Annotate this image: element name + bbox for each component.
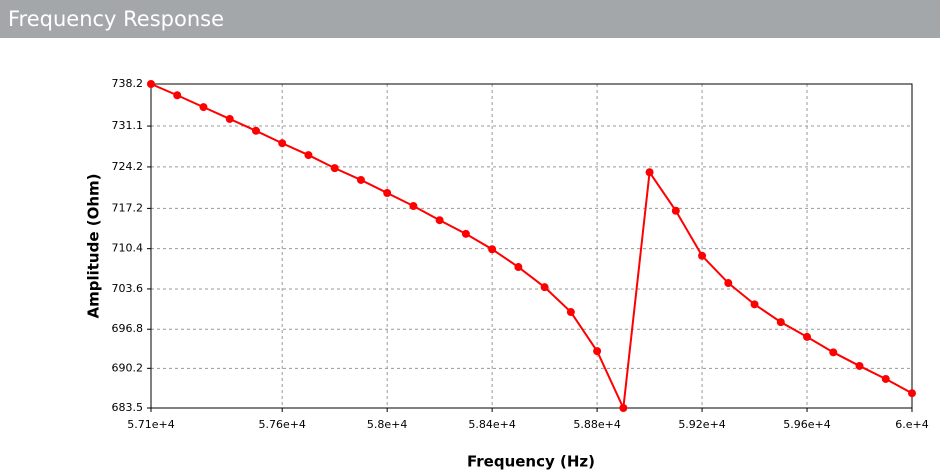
data-point (461, 229, 470, 238)
data-point (251, 126, 260, 135)
data-point (908, 389, 916, 398)
data-point (488, 245, 497, 254)
y-tick-label: 690.2 (112, 361, 144, 374)
data-point (173, 91, 182, 100)
data-point (383, 188, 392, 197)
data-point (199, 103, 208, 112)
data-point (566, 308, 575, 317)
series-line (150, 83, 913, 412)
data-point (593, 347, 602, 356)
x-tick-label: 5.76e+4 (258, 418, 305, 431)
data-point (409, 202, 418, 211)
data-point (619, 404, 628, 412)
data-point (304, 151, 313, 160)
plot-border (150, 83, 913, 409)
y-tick-label: 710.4 (112, 242, 144, 255)
data-point (540, 283, 549, 292)
data-point (514, 263, 523, 272)
y-tick-label: 717.2 (112, 201, 144, 214)
data-point (881, 374, 890, 383)
x-tick-label: 5.71e+4 (127, 418, 174, 431)
data-point (356, 175, 365, 184)
y-tick-label: 738.2 (112, 77, 144, 90)
panel-header: Frequency Response (0, 0, 940, 38)
data-point (147, 80, 155, 88)
plot-area (150, 83, 913, 409)
x-tick-label: 5.96e+4 (783, 418, 830, 431)
data-point (225, 114, 234, 123)
data-point (330, 164, 339, 173)
y-tick-label: 696.8 (112, 322, 144, 335)
data-point (698, 251, 707, 260)
y-tick-label: 703.6 (112, 282, 144, 295)
x-tick-label: 5.8e+4 (367, 418, 407, 431)
data-point (435, 216, 444, 225)
y-tick-label: 731.1 (112, 119, 144, 132)
data-point (803, 332, 812, 341)
y-tick-label: 683.5 (112, 401, 144, 414)
data-point (278, 139, 287, 148)
x-axis-title: Frequency (Hz) (467, 453, 595, 471)
x-tick-label: 5.92e+4 (678, 418, 725, 431)
x-tick-label: 5.88e+4 (573, 418, 620, 431)
x-tick-label: 5.84e+4 (468, 418, 515, 431)
data-point (829, 348, 838, 357)
x-tick-label: 6.e+4 (895, 418, 928, 431)
data-point (671, 206, 680, 215)
y-axis-title: Amplitude (Ohm) (85, 173, 103, 318)
data-point (724, 279, 733, 288)
data-point (645, 168, 654, 177)
data-point (855, 361, 864, 370)
data-point (776, 318, 785, 327)
data-point (750, 300, 759, 309)
y-tick-label: 724.2 (112, 160, 144, 173)
